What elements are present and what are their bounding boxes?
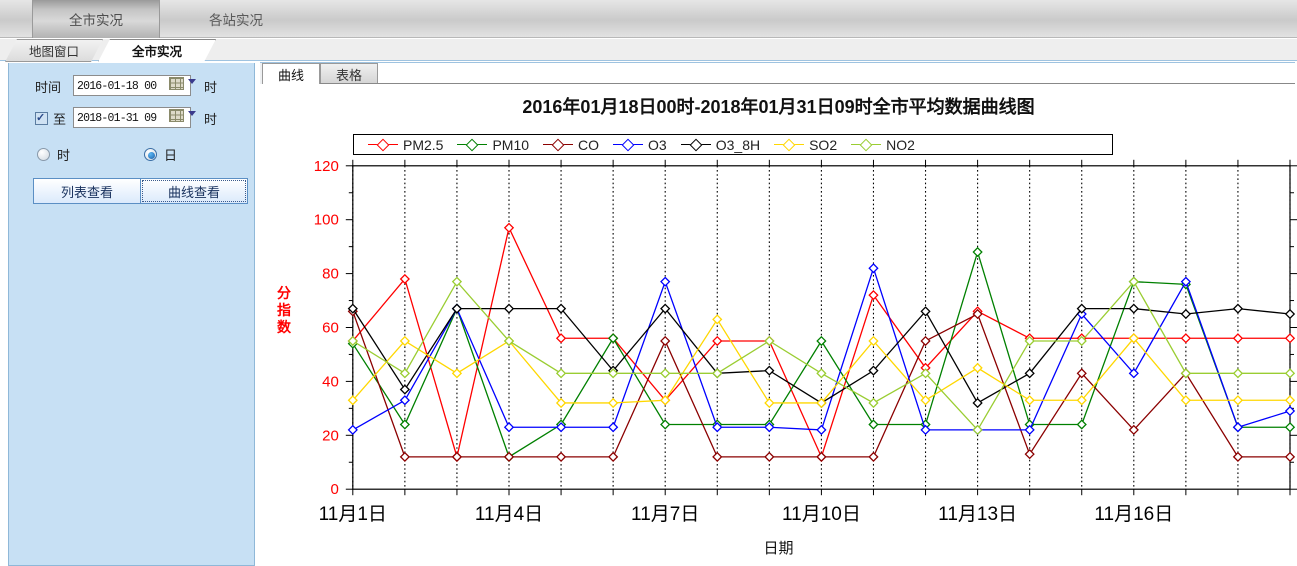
svg-text:80: 80 — [322, 266, 339, 283]
svg-text:100: 100 — [314, 212, 339, 229]
svg-text:120: 120 — [314, 158, 339, 175]
svg-text:11月4日: 11月4日 — [475, 504, 543, 525]
svg-text:60: 60 — [322, 320, 339, 337]
svg-text:11月16日: 11月16日 — [1094, 504, 1173, 525]
svg-text:40: 40 — [322, 373, 339, 390]
svg-text:11月1日: 11月1日 — [319, 504, 387, 525]
svg-text:11月10日: 11月10日 — [782, 504, 861, 525]
svg-text:11月13日: 11月13日 — [938, 504, 1017, 525]
svg-text:0: 0 — [330, 481, 338, 498]
svg-text:20: 20 — [322, 427, 339, 444]
svg-text:11月7日: 11月7日 — [631, 504, 699, 525]
